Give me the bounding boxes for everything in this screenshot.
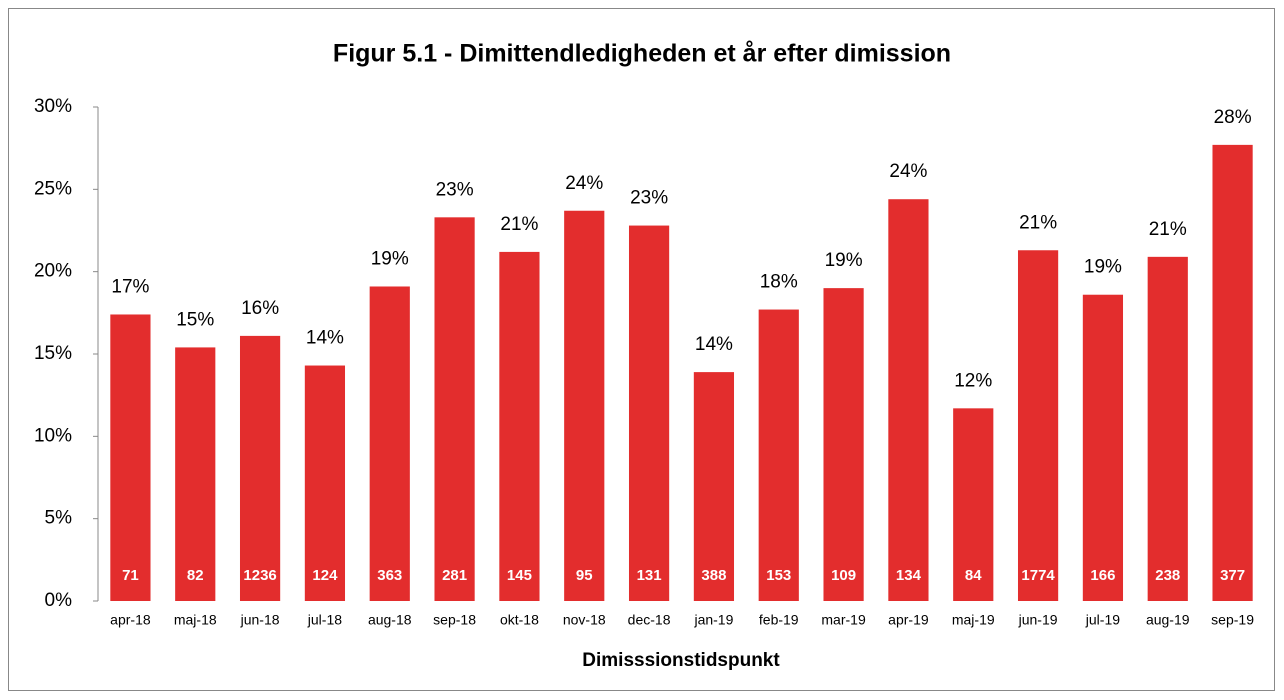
count-label: 363 [377,567,402,584]
x-tick-label: apr-18 [110,612,151,628]
count-label: 95 [576,567,593,584]
bar [110,314,151,601]
bar [1147,256,1188,601]
x-tick-label: sep-18 [433,612,476,628]
count-label: 71 [122,567,139,584]
count-label: 153 [766,567,791,584]
y-tick-label: 20% [34,261,72,282]
bar [369,286,410,601]
count-label: 145 [507,567,532,584]
x-tick-label: aug-19 [1146,612,1190,628]
y-tick-label: 0% [45,590,73,611]
count-label: 134 [896,567,922,584]
bar [499,251,540,601]
data-label: 19% [825,250,863,271]
x-tick-label: jun-19 [1018,612,1058,628]
count-label: 377 [1220,567,1245,584]
x-tick-label: apr-19 [888,612,929,628]
bar [628,225,670,601]
x-tick-label: maj-19 [952,612,995,628]
count-label: 166 [1090,567,1115,584]
data-label: 17% [111,276,149,297]
data-label: 23% [436,179,474,200]
x-tick-label: sep-19 [1211,612,1254,628]
x-tick-label: jan-19 [693,612,733,628]
count-label: 1236 [243,567,276,584]
count-label: 109 [831,567,856,584]
bar [175,347,216,601]
bar [1017,250,1059,601]
bar [304,365,346,601]
chart-title: Figur 5.1 - Dimittendledigheden et år ef… [333,40,951,68]
x-tick-label: jun-18 [240,612,280,628]
count-label: 124 [312,567,338,584]
bar [564,210,605,602]
data-label: 19% [1084,257,1122,278]
bar [434,217,475,601]
bar [823,288,864,601]
x-tick-label: feb-19 [759,612,799,628]
bar [693,372,735,601]
x-tick-label: nov-18 [563,612,606,628]
data-label: 18% [760,272,798,293]
bar [953,408,994,601]
x-tick-label: dec-18 [628,612,671,628]
data-label: 14% [306,328,344,349]
data-label: 21% [500,214,538,235]
bar [1082,294,1124,601]
y-tick-label: 25% [34,178,72,199]
data-label: 19% [371,249,409,270]
y-tick-label: 15% [34,343,72,364]
x-tick-label: jul-18 [307,612,342,628]
count-label: 82 [187,567,204,584]
x-tick-label: jul-19 [1085,612,1120,628]
count-label: 238 [1155,567,1180,584]
data-label: 12% [954,370,992,391]
x-axis-label: Dimisssionstidspunkt [582,650,780,671]
data-label: 21% [1149,219,1187,240]
count-label: 388 [701,567,726,584]
bar [888,199,929,602]
data-label: 16% [241,298,279,319]
bar [1212,144,1253,601]
data-label: 28% [1214,107,1252,128]
x-tick-label: maj-18 [174,612,217,628]
count-label: 84 [965,567,982,584]
data-label: 21% [1019,212,1057,233]
data-label: 24% [565,173,603,194]
bar [239,335,281,601]
count-label: 1774 [1021,567,1055,584]
y-tick-label: 5% [45,508,73,529]
x-tick-label: okt-18 [500,612,539,628]
data-label: 15% [176,309,214,330]
data-label: 23% [630,188,668,209]
count-label: 131 [637,567,662,584]
data-label: 14% [695,334,733,355]
bar [758,309,799,601]
x-tick-label: aug-18 [368,612,412,628]
y-tick-label: 30% [34,96,72,117]
x-tick-label: mar-19 [821,612,866,628]
count-label: 281 [442,567,467,584]
data-label: 24% [889,161,927,182]
y-tick-label: 10% [34,425,72,446]
